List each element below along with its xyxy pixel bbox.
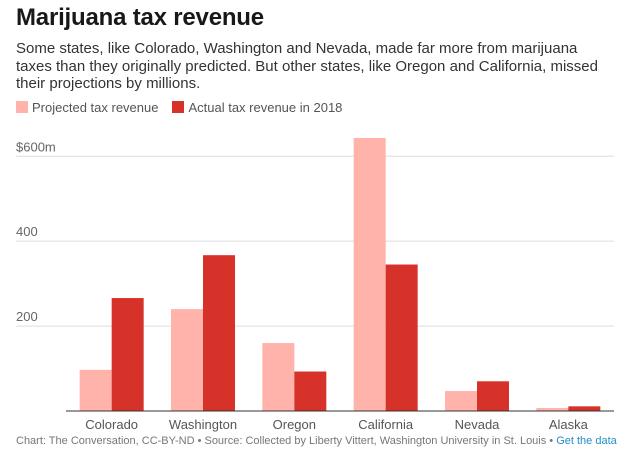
- legend-item-projected: Projected tax revenue: [16, 100, 158, 115]
- chart-subtitle: Some states, like Colorado, Washington a…: [16, 40, 598, 92]
- bar-nevada-actual: [477, 381, 509, 411]
- bar-california-actual: [385, 264, 418, 411]
- legend-item-actual: Actual tax revenue in 2018: [172, 100, 342, 115]
- legend-swatch-actual: [172, 101, 185, 113]
- bar-washington-actual: [203, 255, 235, 411]
- y-tick-label-600: $600m: [16, 139, 56, 154]
- bar-washington-projected: [171, 309, 203, 411]
- bar-colorado-projected: [79, 369, 112, 411]
- chart-footer: Chart: The Conversation, CC-BY-ND • Sour…: [16, 435, 617, 447]
- legend-label-actual: Actual tax revenue in 2018: [188, 99, 343, 115]
- bar-california-projected: [353, 138, 386, 411]
- bar-alaska-actual: [568, 406, 601, 411]
- x-tick-label-colorado: Colorado: [85, 417, 138, 432]
- x-tick-label-oregon: Oregon: [273, 417, 316, 432]
- bar-oregon-projected: [262, 343, 295, 411]
- chart-title: Marijuana tax revenue: [16, 4, 264, 31]
- y-tick-label-200: 200: [16, 309, 38, 324]
- legend-label-projected: Projected tax revenue: [32, 99, 159, 115]
- bar-oregon-actual: [294, 371, 327, 411]
- legend: Projected tax revenue Actual tax revenue…: [16, 98, 356, 116]
- bar-chart: 200 400 $600m Colorado Washington Oregon Calif…: [16, 138, 614, 432]
- bar-nevada-projected: [445, 391, 477, 411]
- footer-credits: Chart: The Conversation, CC-BY-ND • Sour…: [16, 435, 557, 447]
- x-tick-label-washington: Washington: [169, 417, 237, 432]
- x-tick-label-california: California: [358, 417, 414, 432]
- get-data-link[interactable]: Get the data: [556, 435, 617, 447]
- bar-alaska-projected: [536, 408, 569, 411]
- x-tick-label-alaska: Alaska: [549, 417, 589, 432]
- x-tick-label-nevada: Nevada: [455, 417, 501, 432]
- legend-swatch-projected: [16, 101, 28, 113]
- y-tick-label-400: 400: [16, 224, 38, 239]
- bar-colorado-actual: [111, 298, 144, 411]
